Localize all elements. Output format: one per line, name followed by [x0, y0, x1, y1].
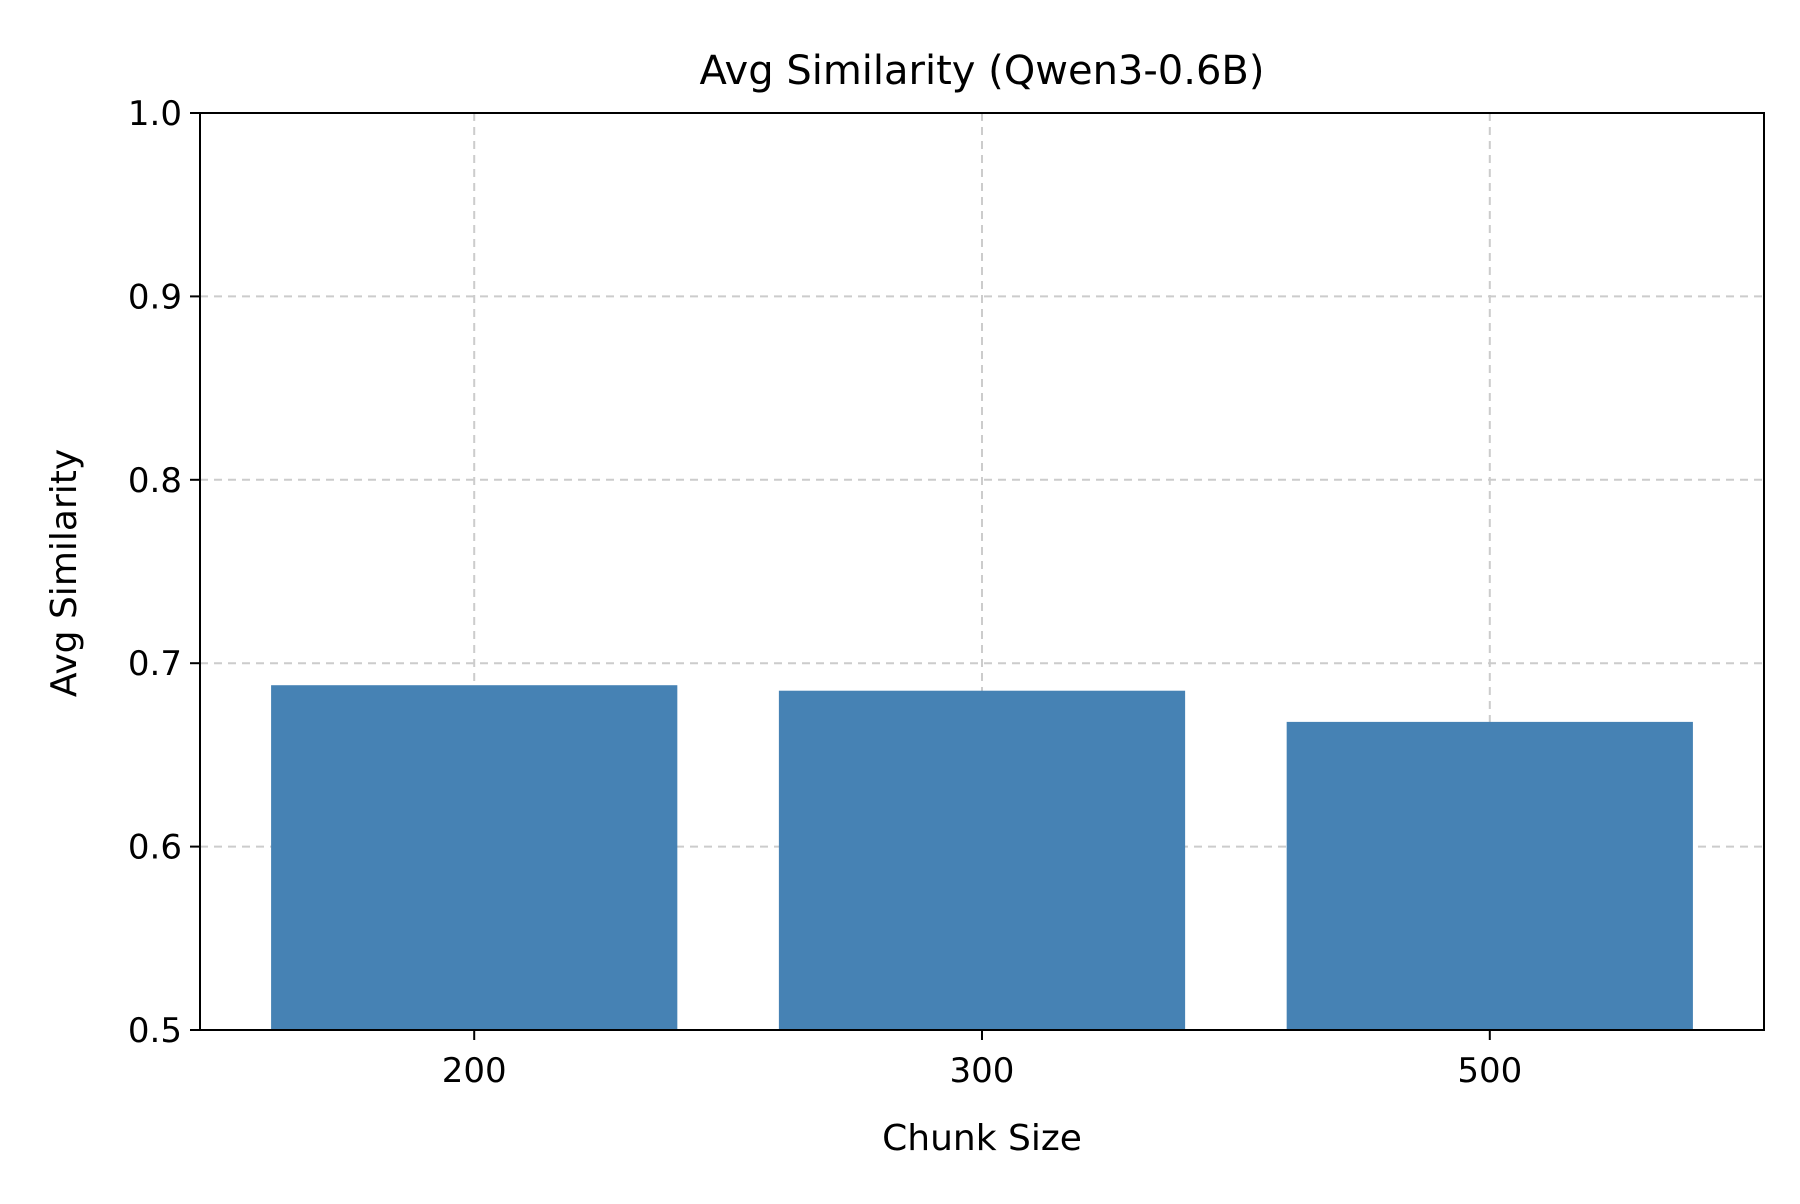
x-tick-label: 200 [442, 1051, 507, 1091]
x-tick-label: 300 [950, 1051, 1015, 1091]
axes: 0.5 0.6 0.7 0.8 0.9 1.0 200 300 500 [128, 94, 1765, 1091]
bar-300 [778, 690, 1186, 1030]
x-tick-label: 500 [1457, 1051, 1522, 1091]
y-tick-label: 0.5 [128, 1011, 182, 1051]
y-axis-title: Avg Similarity [44, 449, 85, 697]
y-tick-label: 0.8 [128, 461, 182, 501]
bar-200 [271, 685, 678, 1030]
chart-title: Avg Similarity (Qwen3-0.6B) [700, 48, 1265, 94]
y-tick-label: 0.6 [128, 828, 182, 868]
bar-500 [1286, 721, 1693, 1030]
y-tick-label: 0.9 [128, 277, 182, 317]
plot-frame [199, 112, 1765, 1031]
y-tick-label: 1.0 [128, 94, 182, 134]
y-tick-label: 0.7 [128, 644, 182, 684]
bars [271, 685, 1693, 1030]
x-axis-title: Chunk Size [882, 1118, 1082, 1159]
